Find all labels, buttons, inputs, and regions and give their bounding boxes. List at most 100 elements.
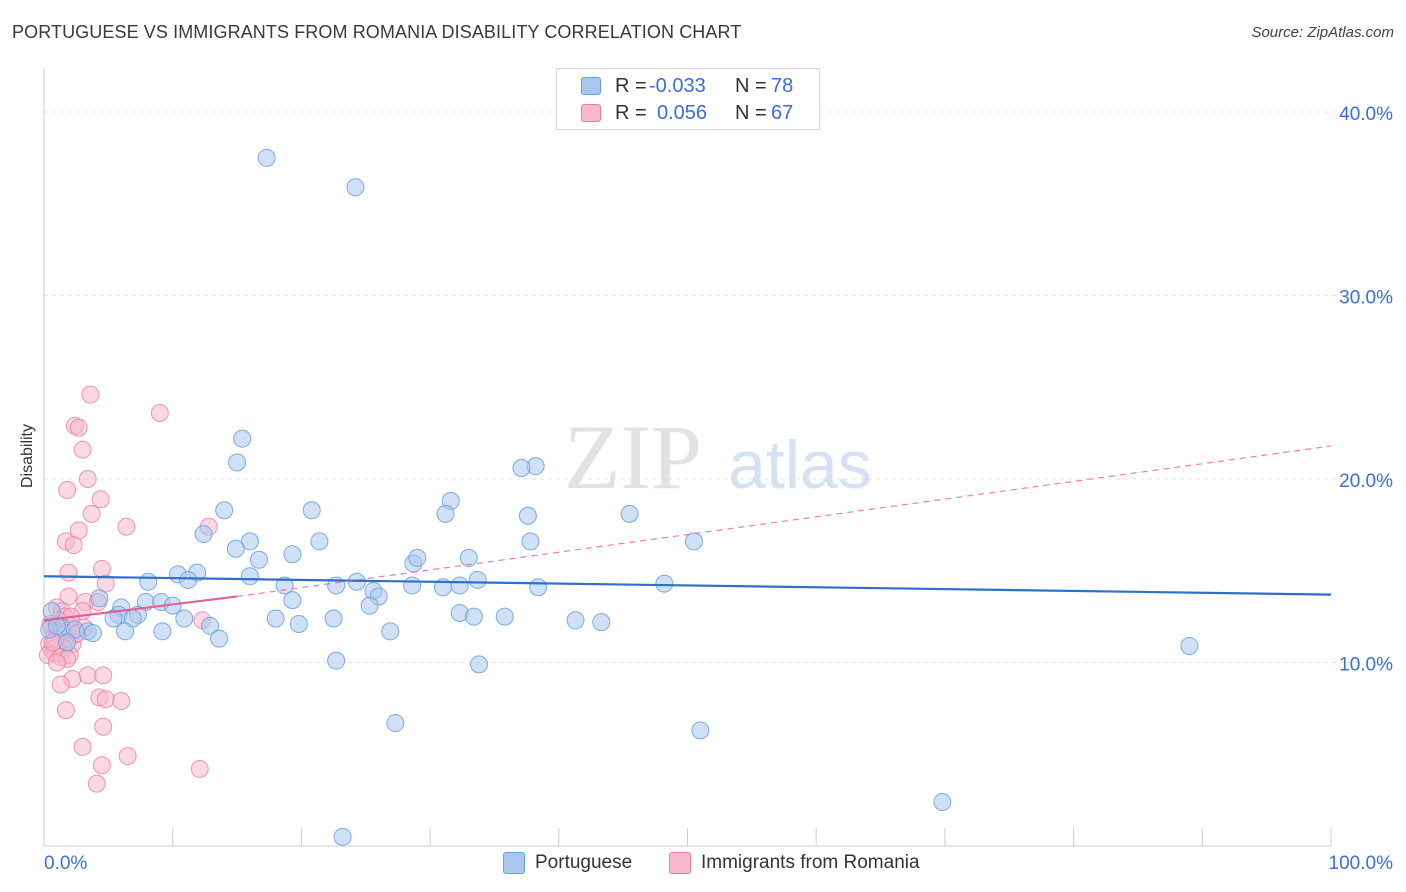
data-point-portuguese (240, 567, 259, 586)
legend-n-label: N = (735, 74, 767, 97)
data-point-romania (69, 418, 88, 437)
data-point-portuguese (470, 655, 489, 674)
source-credit: Source: ZipAtlas.com (1251, 24, 1394, 41)
x-tick-label-min: 0.0% (44, 853, 87, 874)
data-point-portuguese (116, 622, 135, 641)
data-point-portuguese (104, 609, 123, 628)
data-point-portuguese (403, 576, 422, 595)
watermark: ZIP atlas (564, 406, 872, 508)
data-point-portuguese (215, 501, 234, 520)
data-point-romania (118, 747, 137, 766)
series-romania-points (38, 385, 218, 793)
data-point-romania (94, 717, 113, 736)
data-point-portuguese (175, 609, 194, 628)
data-point-romania (92, 756, 111, 775)
data-point-portuguese (360, 596, 379, 615)
data-point-portuguese (495, 607, 514, 626)
legend-swatch-romania (669, 852, 691, 874)
legend-r-label: R = (615, 101, 647, 124)
data-point-portuguese (518, 506, 537, 525)
legend-row-romania: R = 0.056 N = 67 (557, 100, 819, 126)
data-point-portuguese (289, 614, 308, 633)
data-point-portuguese (249, 550, 268, 569)
data-point-romania (112, 692, 131, 711)
data-point-romania (87, 774, 106, 793)
data-point-portuguese (210, 629, 229, 648)
data-point-portuguese (450, 576, 469, 595)
legend-n-value-romania: 67 (771, 101, 794, 124)
data-point-romania (94, 666, 113, 685)
data-point-portuguese (266, 609, 285, 628)
data-point-portuguese (464, 607, 483, 626)
data-point-romania (73, 737, 92, 756)
legend-row-portuguese: R = -0.033 N = 78 (557, 73, 819, 99)
data-point-romania (58, 481, 77, 500)
data-point-portuguese (408, 548, 427, 567)
x-tick-label-max: 100.0% (1329, 853, 1394, 874)
data-point-romania (59, 563, 78, 582)
data-point-romania (91, 490, 110, 509)
x-axis-ticks (43, 828, 1332, 846)
data-point-portuguese (691, 721, 710, 740)
legend-r-label: R = (615, 74, 647, 97)
y-tick-label-30: 30.0% (1339, 288, 1393, 309)
gridlines (44, 111, 1392, 664)
data-point-portuguese (233, 429, 252, 448)
legend-item-romania[interactable]: Immigrants from Romania (669, 852, 920, 874)
data-point-portuguese (655, 574, 674, 593)
data-point-portuguese (275, 576, 294, 595)
x-axis-tick-labels: 0.0% 100.0% (44, 853, 1393, 874)
data-point-romania (64, 536, 83, 555)
trend-lines (43, 445, 1332, 622)
data-point-portuguese (468, 570, 487, 589)
watermark-zip: ZIP (564, 406, 702, 508)
legend-swatch-romania (581, 104, 601, 122)
data-point-portuguese (42, 602, 61, 621)
data-point-portuguese (512, 459, 531, 478)
legend-item-portuguese[interactable]: Portuguese (503, 852, 632, 874)
data-point-romania (190, 759, 209, 778)
data-point-romania (47, 653, 66, 672)
trend-line-romania (43, 595, 238, 622)
data-point-portuguese (302, 501, 321, 520)
data-point-portuguese (240, 532, 259, 551)
data-point-portuguese (153, 622, 172, 641)
legend-label-romania: Immigrants from Romania (701, 852, 920, 873)
data-point-portuguese (201, 616, 220, 635)
data-point-romania (82, 504, 101, 523)
data-point-portuguese (283, 545, 302, 564)
correlation-legend: R = -0.033 N = 78 R = 0.056 N = 67 (556, 68, 820, 130)
data-point-portuguese (83, 624, 102, 643)
data-point-portuguese (90, 589, 109, 608)
data-point-romania (73, 440, 92, 459)
data-point-portuguese (58, 633, 77, 652)
trend-line-portuguese (43, 575, 1332, 596)
data-point-romania (56, 701, 75, 720)
data-point-portuguese (257, 148, 276, 167)
data-point-portuguese (620, 504, 639, 523)
data-point-portuguese (139, 572, 158, 591)
y-tick-label-10: 10.0% (1339, 655, 1393, 676)
series-legend: Portuguese Immigrants from Romania (0, 852, 1406, 876)
data-point-portuguese (333, 827, 352, 846)
data-point-portuguese (529, 578, 548, 597)
chart-title: PORTUGUESE VS IMMIGRANTS FROM ROMANIA DI… (12, 22, 742, 42)
data-point-portuguese (346, 178, 365, 197)
trend-line-romania-extension (236, 445, 1332, 598)
data-point-portuguese (179, 570, 198, 589)
data-point-romania (78, 666, 97, 685)
data-point-portuguese (226, 539, 245, 558)
data-point-portuguese (283, 591, 302, 610)
data-point-portuguese (324, 609, 343, 628)
data-point-portuguese (684, 532, 703, 551)
data-point-portuguese (1180, 636, 1199, 655)
legend-n-value-portuguese: 78 (771, 74, 794, 97)
data-point-portuguese (592, 613, 611, 632)
data-point-romania (117, 517, 136, 536)
data-point-portuguese (381, 622, 400, 641)
legend-swatch-portuguese (503, 852, 525, 874)
watermark-atlas: atlas (728, 427, 872, 503)
legend-r-value-romania: 0.056 (657, 101, 708, 124)
y-tick-label-20: 20.0% (1339, 471, 1393, 492)
